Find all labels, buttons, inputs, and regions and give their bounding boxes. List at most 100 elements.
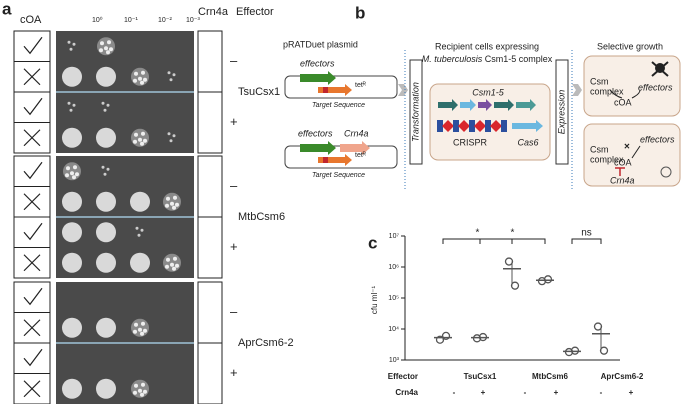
colony	[104, 46, 108, 51]
colony	[172, 134, 176, 138]
csm-label: Csm	[590, 144, 609, 154]
x-tick-label: +	[481, 388, 486, 397]
gene-arrow	[460, 99, 476, 111]
coa-box	[13, 30, 51, 62]
gene-label: Crn4a	[344, 128, 369, 138]
y-tick-label: 10⁴	[388, 326, 399, 333]
panel-a: – + TsuCsx1 – + MtbCsm6 – + AprCsm6-2	[13, 30, 294, 404]
data-point	[564, 347, 574, 357]
colony-spot	[130, 191, 150, 212]
crn4a-label: Crn4a	[610, 175, 635, 185]
skull-icon	[651, 61, 669, 77]
colony	[103, 108, 107, 112]
colony	[140, 331, 144, 336]
panel-c: c cfu ml⁻¹ 10³ 10⁴ 10⁵ 10⁶ 10⁷ - + - + - + TsuCsx1 Mtb…	[368, 228, 644, 397]
dilution: 10⁻²	[158, 17, 172, 24]
data-point	[510, 281, 520, 290]
gene-arrow	[300, 141, 336, 155]
data-point	[478, 332, 488, 342]
colony-spot	[96, 66, 116, 87]
colony	[101, 101, 105, 105]
crn4a-box	[197, 342, 223, 404]
colony	[173, 195, 177, 200]
y-tick-label: 10⁷	[389, 233, 400, 240]
colony	[141, 382, 145, 387]
step-label: Transformation	[410, 82, 420, 142]
colony	[135, 226, 139, 230]
step-box	[555, 59, 569, 165]
cross-icon	[23, 254, 41, 272]
colony	[143, 77, 147, 82]
y-tick-label: 10⁵	[388, 295, 399, 302]
colony	[133, 390, 137, 395]
gene-label: tetᴿ	[355, 82, 367, 89]
csm-label: complex	[590, 154, 624, 164]
colony-spot	[96, 191, 116, 212]
colony	[134, 383, 138, 388]
data-point	[570, 346, 580, 355]
colony	[167, 132, 171, 136]
crn4a-sign: –	[230, 178, 238, 193]
check-icon	[23, 161, 43, 180]
gene-label: tetᴿ	[355, 152, 367, 159]
csm-label: complex	[590, 86, 624, 96]
effector-name: AprCsm6-2	[238, 337, 294, 349]
x-tick-label: -	[524, 388, 527, 397]
colony	[143, 138, 147, 143]
row-label: Crn4a	[395, 388, 418, 397]
dilution: 10⁻³	[186, 17, 200, 24]
colony	[140, 80, 144, 85]
cross-icon	[23, 380, 41, 398]
colony	[138, 76, 142, 81]
crn4a-sign: +	[230, 239, 238, 254]
colony	[101, 165, 105, 169]
cross-icon	[23, 319, 41, 337]
arrow	[609, 89, 641, 99]
colony	[69, 108, 73, 112]
coa-box	[13, 155, 51, 187]
target-label: Target Sequence	[312, 172, 365, 179]
colony-spot	[96, 127, 116, 148]
colony	[143, 328, 147, 333]
colony	[138, 327, 142, 332]
y-tick-label: 10³	[389, 357, 400, 364]
data-point	[599, 346, 609, 355]
y-tick-label: 10⁶	[388, 264, 399, 271]
inhibit	[615, 167, 625, 176]
colony	[166, 196, 170, 201]
csm-label: Csm	[590, 76, 609, 86]
colony	[75, 172, 79, 177]
coa-label: cOA	[614, 97, 632, 107]
significance-bracket	[442, 238, 513, 244]
crispr-array	[437, 120, 507, 132]
colony	[70, 171, 74, 176]
gene-label: effectors	[300, 58, 335, 68]
dilution: 10⁰	[92, 16, 103, 24]
colony	[140, 141, 144, 146]
crn4a-sign: +	[230, 365, 238, 380]
colony	[141, 321, 145, 326]
colony	[175, 202, 179, 207]
recipient-subtitle: M. tuberculosis Csm1-5 complex	[422, 54, 553, 64]
target-seq	[323, 87, 328, 93]
x-tick-label: +	[629, 388, 634, 397]
colony-spot	[62, 252, 82, 273]
gene-arrow	[494, 99, 514, 111]
crn4a-sign: –	[230, 304, 238, 319]
gene-arrow	[438, 99, 458, 111]
colony	[175, 263, 179, 268]
crn4a-box	[197, 155, 223, 218]
colony	[140, 228, 144, 232]
colony-spot	[62, 317, 82, 338]
colony	[106, 167, 110, 171]
colony	[173, 256, 177, 261]
colony	[103, 172, 107, 176]
panel-label: a	[2, 0, 12, 18]
effector-label: effectors	[638, 82, 673, 92]
colony	[172, 266, 176, 271]
colony	[72, 175, 76, 180]
significance-bracket	[479, 238, 546, 244]
x-tick-label: -	[453, 388, 456, 397]
colony	[137, 233, 141, 237]
